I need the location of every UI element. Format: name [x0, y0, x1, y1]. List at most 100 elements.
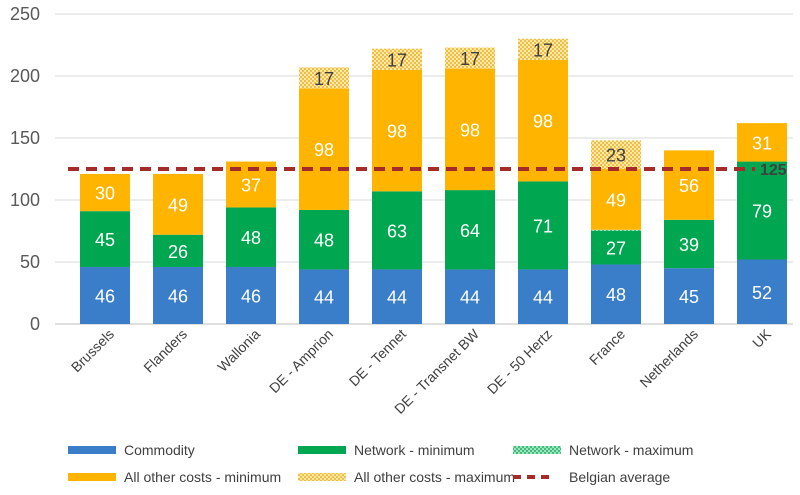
data-label: 71 — [533, 216, 553, 236]
bar-segment — [153, 173, 203, 235]
data-label: 49 — [168, 195, 188, 215]
bar-segment — [372, 48, 422, 70]
bar-segment — [518, 269, 568, 324]
x-tick-label: Brussels — [68, 326, 117, 375]
data-label: 46 — [241, 286, 261, 306]
bar-segment — [591, 140, 641, 169]
data-label: 37 — [241, 176, 261, 196]
data-label: 17 — [533, 40, 553, 60]
bar-segment — [226, 207, 276, 267]
y-axis: 0 50 100 150 200 250 — [10, 4, 40, 334]
data-label: 30 — [95, 184, 115, 204]
bar-segment — [226, 266, 276, 324]
legend-label: Belgian average — [569, 469, 670, 485]
data-label: 98 — [387, 122, 407, 142]
bar-segment — [591, 169, 641, 230]
x-axis: Brussels Flanders Wallonia DE - Amprion DE -… — [68, 325, 775, 417]
reference-line-label: 125 — [760, 162, 787, 179]
legend-swatch — [513, 446, 561, 454]
data-label: 17 — [387, 50, 407, 70]
legend-item: All other costs - minimum — [68, 469, 281, 485]
bar-segment — [299, 269, 349, 324]
data-label: 52 — [752, 283, 772, 303]
y-tick-label: 250 — [10, 4, 40, 24]
y-tick-label: 50 — [20, 252, 40, 272]
data-label: 44 — [387, 288, 407, 308]
x-tick-label: DE - 50 Hertz — [484, 326, 555, 397]
data-label: 17 — [460, 49, 480, 69]
data-label: 23 — [606, 146, 626, 166]
data-label: 64 — [460, 221, 480, 241]
legend-swatch — [298, 473, 346, 481]
bar-segment — [299, 88, 349, 210]
bars — [80, 38, 787, 324]
bar-segment — [80, 211, 130, 267]
legend-swatch — [68, 473, 116, 481]
bar-segment — [591, 231, 641, 265]
data-label: 31 — [752, 133, 772, 153]
data-label: 45 — [95, 230, 115, 250]
bar-segment — [80, 266, 130, 324]
data-label: 48 — [314, 231, 334, 251]
x-tick-label: UK — [749, 325, 775, 351]
bar-segment — [664, 219, 714, 269]
data-label: 63 — [387, 221, 407, 241]
legend-label: All other costs - minimum — [124, 469, 281, 485]
y-tick-label: 100 — [10, 190, 40, 210]
data-label: 48 — [241, 228, 261, 248]
bar-segment — [737, 259, 787, 324]
data-label: 46 — [95, 286, 115, 306]
bar-segment — [591, 264, 641, 324]
bar-segment — [372, 69, 422, 192]
data-label: 45 — [679, 287, 699, 307]
data-label: 44 — [314, 288, 334, 308]
legend-item: Network - maximum — [513, 442, 693, 458]
legend-label: Commodity — [124, 442, 195, 458]
legend-label: All other costs - maximum — [354, 469, 515, 485]
bar-segment — [664, 150, 714, 220]
legend-swatch — [298, 446, 346, 454]
legend-item: Network - minimum — [298, 442, 475, 458]
bar-segment — [153, 234, 203, 267]
bar-segment — [299, 209, 349, 270]
reference-line-group: 125 — [68, 162, 787, 179]
data-label: 39 — [679, 235, 699, 255]
bar-segment — [372, 191, 422, 270]
y-tick-label: 0 — [30, 314, 40, 334]
bar-segment — [445, 47, 495, 69]
legend: Commodity Network - minimum Network - maxi… — [68, 442, 693, 485]
data-label: 49 — [606, 190, 626, 210]
data-label: 48 — [606, 285, 626, 305]
bar-segment — [80, 173, 130, 212]
legend-item: Commodity — [68, 442, 195, 458]
legend-item: Belgian average — [513, 469, 670, 485]
bar-segment — [445, 190, 495, 270]
data-label: 26 — [168, 242, 188, 262]
bar-segment — [518, 59, 568, 182]
data-label: 98 — [533, 112, 553, 132]
data-label: 27 — [606, 239, 626, 259]
bar-segment — [737, 123, 787, 162]
bar-segment — [518, 38, 568, 60]
data-labels: 46 45 30 46 26 49 46 48 37 44 48 98 17 44 63 98 17 44 64 98… — [95, 40, 772, 307]
data-label: 56 — [679, 176, 699, 196]
bar-segment — [153, 266, 203, 324]
x-tick-label: Wallonia — [214, 326, 263, 375]
data-label: 79 — [752, 202, 772, 222]
legend-item: All other costs - maximum — [298, 469, 515, 485]
x-tick-label: Netherlands — [636, 326, 701, 391]
bar-segment — [518, 181, 568, 270]
bar-segment — [445, 269, 495, 324]
legend-label: Network - maximum — [569, 442, 693, 458]
x-tick-label: France — [586, 326, 628, 368]
bar-segment — [299, 67, 349, 89]
data-label: 44 — [533, 288, 553, 308]
data-label: 46 — [168, 286, 188, 306]
bar-segment — [591, 229, 641, 231]
x-tick-label: Flanders — [140, 326, 190, 376]
legend-swatch — [68, 446, 116, 454]
data-label: 98 — [460, 120, 480, 140]
data-label: 98 — [314, 140, 334, 160]
data-label: 17 — [314, 69, 334, 89]
x-tick-label: DE - Amprion — [266, 326, 336, 396]
